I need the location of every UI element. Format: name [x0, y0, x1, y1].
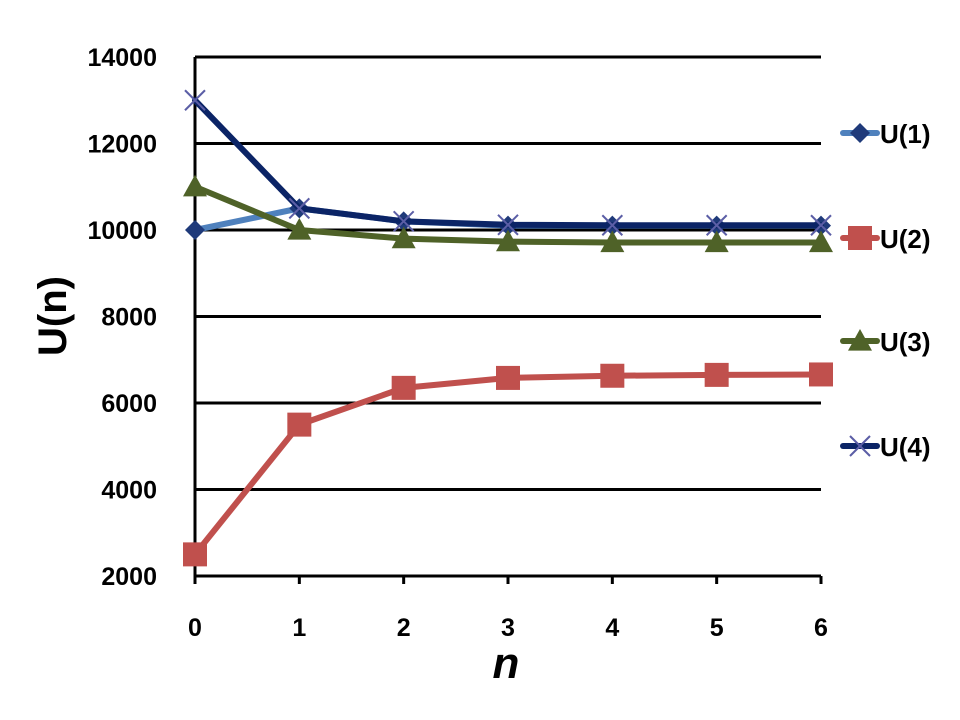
- data-point: [600, 230, 625, 253]
- data-point: [287, 218, 312, 240]
- legend-item: U(3): [840, 327, 931, 357]
- data-point: [497, 214, 519, 236]
- series-3: [183, 174, 833, 253]
- data-point: [288, 197, 311, 220]
- legend: U(1) U(2) U(3) U(4): [840, 119, 931, 462]
- data-point: [704, 362, 729, 387]
- data-point: [809, 362, 833, 387]
- legend-label: U(1): [880, 119, 931, 149]
- series-group: [183, 89, 833, 567]
- x-tick-label: 4: [605, 614, 619, 642]
- x-tick-label: 5: [710, 614, 724, 642]
- data-point: [809, 230, 833, 253]
- data-point: [391, 226, 416, 249]
- data-point: [183, 174, 207, 197]
- data-point: [496, 229, 520, 252]
- x-tick-labels: 0 1 2 3 4 5 6: [188, 576, 828, 642]
- series-line: [192, 371, 824, 558]
- y-tick-label: 10000: [87, 217, 157, 245]
- series-4: [184, 89, 832, 236]
- series-2: [183, 362, 833, 567]
- data-point: [810, 214, 832, 236]
- y-tick-label: 8000: [101, 304, 157, 332]
- x-axis-label: n: [493, 639, 520, 688]
- legend-marker: [850, 123, 870, 143]
- y-tick-label: 4000: [101, 477, 157, 505]
- data-point: [184, 89, 206, 111]
- data-point: [185, 220, 205, 240]
- data-point: [601, 214, 624, 236]
- legend-marker: [849, 435, 871, 457]
- y-tick-labels: 2000 4000 6000 8000 10000 12000 14000: [87, 44, 157, 591]
- legend-label: U(2): [880, 224, 931, 254]
- y-axis-label: U(n): [31, 276, 75, 356]
- x-tick-label: 0: [188, 614, 202, 642]
- data-point: [392, 210, 415, 233]
- data-point: [391, 375, 416, 400]
- y-tick-label: 14000: [87, 44, 157, 72]
- data-point: [600, 363, 625, 388]
- series-line: [192, 97, 824, 229]
- legend-marker: [848, 329, 872, 351]
- x-tick-label: 6: [814, 614, 828, 642]
- y-tick-label: 6000: [101, 390, 157, 418]
- legend-label: U(3): [880, 327, 931, 357]
- legend-item: U(4): [840, 432, 931, 462]
- y-tick-label: 2000: [101, 563, 157, 591]
- legend-label: U(4): [880, 432, 931, 462]
- x-tick-label: 3: [501, 614, 515, 642]
- data-point: [183, 542, 207, 567]
- data-point: [705, 214, 728, 236]
- x-tick-label: 2: [397, 614, 411, 642]
- gridlines: [195, 55, 821, 578]
- legend-item: U(1): [840, 119, 931, 149]
- x-tick-label: 1: [292, 614, 306, 642]
- legend-item: U(2): [840, 224, 931, 254]
- data-point: [496, 365, 520, 390]
- data-point: [287, 412, 312, 437]
- axes: [193, 57, 821, 578]
- legend-marker: [848, 226, 872, 250]
- data-point: [704, 230, 729, 253]
- y-tick-label: 12000: [87, 131, 157, 159]
